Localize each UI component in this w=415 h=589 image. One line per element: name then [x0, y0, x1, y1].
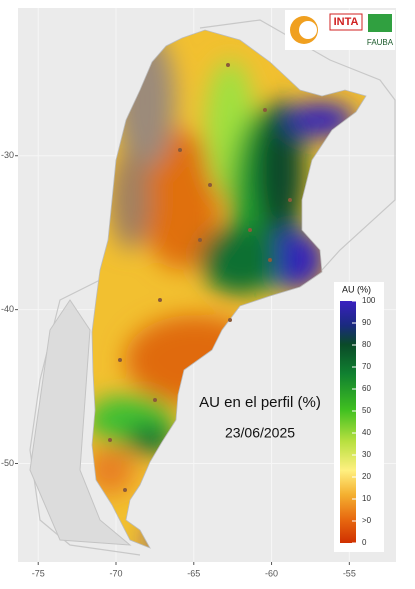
y-tick-label: -50 — [1, 458, 14, 468]
colorbar — [340, 301, 356, 543]
y-tick-label: -40 — [1, 304, 14, 314]
stations — [108, 63, 292, 492]
inta-logo: INTA — [334, 16, 359, 28]
legend-tick-label: 90 — [362, 318, 371, 327]
legend-tick-label: 20 — [362, 472, 371, 481]
legend-tick-label: 60 — [362, 384, 371, 393]
x-tick-label: -75 — [32, 568, 45, 578]
legend-title: AU (%) — [342, 284, 371, 294]
legend-tick-label: 50 — [362, 406, 371, 415]
legend-tick-label: 100 — [362, 296, 376, 305]
legend-tick-label: 0 — [362, 538, 367, 547]
map-date: 23/06/2025 — [225, 425, 295, 441]
legend-tick-label: 80 — [362, 340, 371, 349]
x-tick-label: -55 — [343, 568, 356, 578]
logos: INTA FAUBA — [285, 10, 395, 50]
map-title: AU en el perfil (%) — [199, 394, 321, 411]
legend-tick-label: 40 — [362, 428, 371, 437]
neighbor-borders — [29, 19, 396, 556]
x-tick-label: -70 — [109, 568, 122, 578]
x-tick-label: -65 — [187, 568, 200, 578]
legend-tick-label: 70 — [362, 362, 371, 371]
legend-tick-label: 30 — [362, 450, 371, 459]
chile-coast — [29, 299, 132, 546]
legend: AU (%) — [334, 282, 384, 552]
x-tick-label: -60 — [265, 568, 278, 578]
legend-tick-label: >0 — [362, 516, 372, 525]
y-tick-label: -30 — [1, 150, 14, 160]
country-outline — [91, 29, 367, 549]
fauba-logo: FAUBA — [367, 38, 394, 47]
legend-tick-label: 10 — [362, 494, 371, 503]
